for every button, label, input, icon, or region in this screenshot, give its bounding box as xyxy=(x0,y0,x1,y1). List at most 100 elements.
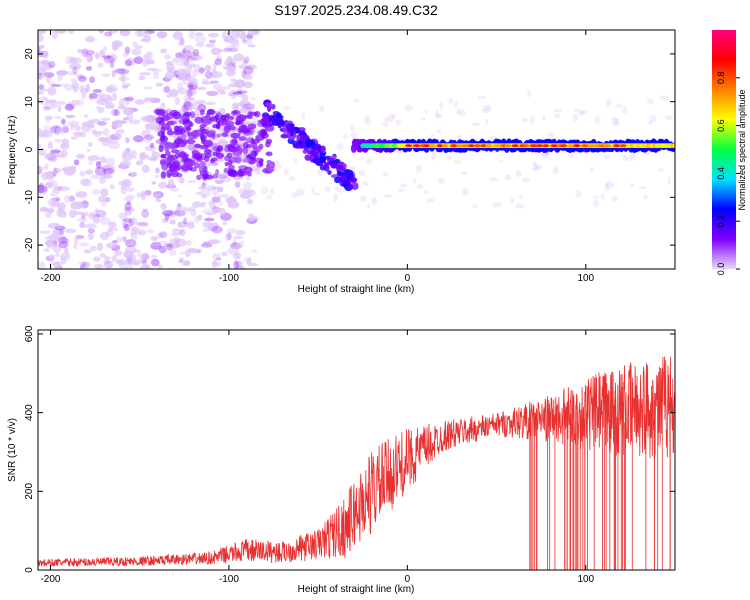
heatmap-cell xyxy=(593,199,600,208)
heatmap-cell xyxy=(139,152,144,159)
heatmap-cell xyxy=(447,154,453,161)
heatmap-cell xyxy=(208,162,220,167)
heatmap-cell xyxy=(200,161,206,167)
heatmap-cell xyxy=(573,108,582,112)
heatmap-cell xyxy=(63,165,73,173)
heatmap-cell xyxy=(203,174,214,180)
heatmap-cell xyxy=(160,153,167,159)
heatmap-cell xyxy=(436,129,442,134)
heatmap-cell xyxy=(157,130,165,137)
heatmap-cell xyxy=(224,233,232,242)
heatmap-cell xyxy=(141,58,154,64)
heatmap-cell xyxy=(195,191,203,196)
heatmap-cell xyxy=(60,167,68,172)
heatmap-cell xyxy=(611,196,618,203)
heatmap-cell xyxy=(302,149,308,154)
heatmap-cell xyxy=(554,113,561,118)
heatmap-cell xyxy=(211,225,223,234)
heatmap-cell xyxy=(44,163,49,169)
heatmap-cell xyxy=(164,212,170,221)
heatmap-cell xyxy=(166,120,175,126)
heatmap-cell xyxy=(211,196,221,203)
heatmap-cell xyxy=(133,229,141,235)
heatmap-cell xyxy=(56,223,61,229)
heatmap-cell xyxy=(242,39,253,45)
heatmap-cell xyxy=(143,34,152,43)
heatmap-cell xyxy=(136,253,146,258)
chart-title: S197.2025.234.08.49.C32 xyxy=(274,2,438,18)
heatmap-cell xyxy=(575,189,582,198)
heatmap-cell xyxy=(391,113,397,119)
heatmap-cell xyxy=(168,142,177,150)
heatmap-cell xyxy=(158,181,168,189)
heatmap-cell xyxy=(480,144,488,148)
heatmap-cell xyxy=(76,218,88,223)
heatmap-cell xyxy=(183,45,195,52)
heatmap-cell xyxy=(175,238,187,247)
heatmap-cell xyxy=(93,264,104,269)
heatmap-cell xyxy=(194,143,201,149)
heatmap-cell xyxy=(227,247,239,255)
heatmap-cell xyxy=(423,190,429,194)
heatmap-cell xyxy=(232,177,243,181)
heatmap-cell xyxy=(45,152,57,161)
heatmap-cell xyxy=(179,153,190,158)
heatmap-cell xyxy=(182,48,187,54)
heatmap-cell xyxy=(112,45,118,51)
heatmap-cell xyxy=(199,123,207,129)
heatmap-cell xyxy=(143,86,154,90)
heatmap-cell xyxy=(646,98,655,105)
spectrogram-y-tick-label-2: 0 xyxy=(24,146,35,152)
heatmap-cell xyxy=(301,112,305,121)
heatmap-cell xyxy=(111,69,116,78)
heatmap-cell xyxy=(169,88,179,98)
heatmap-cell xyxy=(241,156,250,163)
heatmap-cell xyxy=(243,257,252,264)
heatmap-cell xyxy=(59,228,65,236)
heatmap-cell xyxy=(54,115,62,120)
heatmap-cell xyxy=(415,165,422,173)
heatmap-cell xyxy=(659,95,669,102)
heatmap-cell xyxy=(229,90,237,96)
heatmap-cell xyxy=(384,116,388,123)
heatmap-cell xyxy=(260,186,269,195)
heatmap-cell xyxy=(177,194,183,198)
heatmap-cell xyxy=(48,233,59,242)
heatmap-cell xyxy=(237,127,243,134)
heatmap-cell xyxy=(108,221,117,229)
heatmap-cell xyxy=(529,144,537,148)
heatmap-cell xyxy=(572,113,578,122)
heatmap-cell xyxy=(38,165,43,175)
heatmap-cell xyxy=(183,217,188,225)
heatmap-cell xyxy=(103,55,115,64)
heatmap-cell xyxy=(120,160,131,166)
heatmap-cell xyxy=(313,192,321,196)
heatmap-cell xyxy=(184,62,196,68)
heatmap-cell xyxy=(196,174,202,181)
heatmap-cell xyxy=(74,125,81,131)
heatmap-cell xyxy=(92,89,102,93)
heatmap-cell xyxy=(228,169,238,178)
heatmap-cell xyxy=(672,143,675,149)
heatmap-cell xyxy=(67,120,80,127)
heatmap-cell xyxy=(232,110,241,115)
heatmap-cell xyxy=(587,144,595,148)
heatmap-cell xyxy=(139,72,152,76)
heatmap-cell xyxy=(310,144,315,150)
heatmap-cell xyxy=(166,243,174,251)
heatmap-cell xyxy=(183,94,190,103)
heatmap-cell xyxy=(205,185,217,192)
heatmap-cell xyxy=(217,193,230,199)
heatmap-cell xyxy=(57,202,66,211)
colorbar-tick-label-1: 0.2 xyxy=(716,215,726,228)
heatmap-cell xyxy=(527,90,532,98)
spectrogram-y-tick-label-0: -20 xyxy=(24,237,35,252)
heatmap-cell xyxy=(542,144,550,148)
heatmap-cell xyxy=(124,97,130,106)
heatmap-cell xyxy=(188,134,196,140)
heatmap-cell xyxy=(86,53,94,63)
snr-ticks: -200 -100 0 100 0 200 400 600 xyxy=(24,325,675,585)
heatmap-cell xyxy=(178,257,185,263)
heatmap-cell xyxy=(154,108,162,115)
heatmap-cell xyxy=(358,169,366,177)
